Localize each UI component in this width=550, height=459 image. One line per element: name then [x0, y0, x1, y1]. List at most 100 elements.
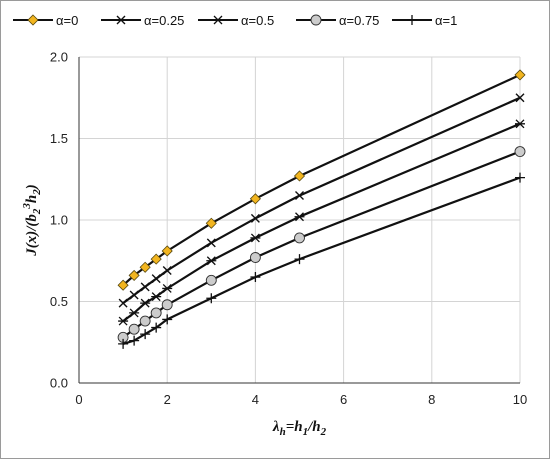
series-line — [122, 73, 521, 287]
axis-title-part: 2 — [31, 189, 43, 196]
series-3 — [117, 146, 526, 343]
data-point — [250, 233, 261, 243]
y-axis-title: J(x)/(b23h2) — [21, 184, 43, 257]
x-tick-label: 8 — [428, 392, 435, 407]
x-tick-label: 6 — [340, 392, 347, 407]
x-axis-title: λh=h1/h2 — [272, 419, 327, 438]
data-point — [206, 293, 217, 304]
data-point — [206, 256, 217, 266]
data-point — [162, 284, 173, 293]
data-point — [294, 254, 305, 265]
data-point — [140, 329, 151, 340]
data-point — [515, 172, 525, 183]
data-point — [118, 338, 129, 349]
data-point — [205, 274, 217, 286]
data-point — [117, 279, 129, 291]
legend-item: α=0.25 — [101, 13, 184, 28]
data-point — [294, 232, 305, 244]
axis-title-part: (x)/(b — [24, 214, 40, 249]
legend-label: α=0.5 — [241, 13, 274, 28]
legend-label: α=0.75 — [339, 13, 379, 28]
data-point — [295, 191, 304, 201]
legend-label: α=0 — [56, 13, 78, 28]
legend-marker — [310, 14, 322, 26]
axis-title-part: = — [286, 419, 295, 435]
y-tick-label: 0.0 — [50, 376, 68, 391]
legend-item: α=1 — [392, 13, 457, 28]
legend-label: α=1 — [435, 13, 457, 28]
data-point — [118, 298, 128, 308]
data-point — [150, 307, 162, 319]
data-point — [162, 314, 173, 325]
series-2 — [118, 119, 525, 326]
legend-item: α=0.5 — [198, 13, 274, 28]
y-tick-label: 1.5 — [50, 131, 68, 146]
data-point — [129, 290, 139, 300]
data-point — [514, 69, 526, 81]
legend-item: α=0.75 — [296, 13, 379, 28]
data-point — [151, 274, 161, 284]
legend-marker — [116, 15, 126, 25]
axis-title-part: ) — [24, 184, 40, 191]
legend-item: α=0 — [13, 13, 78, 28]
series-line — [122, 122, 521, 322]
axis-title-part: 1 — [303, 426, 309, 438]
data-point — [162, 266, 172, 276]
data-point — [249, 193, 261, 205]
data-point — [139, 315, 151, 327]
data-point — [129, 335, 140, 346]
series-line — [122, 150, 521, 339]
x-tick-label: 10 — [513, 392, 527, 407]
x-tick-label: 0 — [75, 392, 82, 407]
data-point — [515, 119, 525, 129]
series-0 — [117, 69, 526, 291]
data-point — [206, 238, 216, 248]
axis-titles: λh=h1/h2J(x)/(b23h2) — [21, 184, 327, 438]
y-tick-label: 2.0 — [50, 50, 68, 65]
data-point — [128, 269, 140, 281]
data-point — [151, 322, 162, 333]
legend-marker — [213, 15, 223, 25]
axis-title-part: λ — [272, 419, 280, 435]
data-point — [151, 292, 162, 302]
x-tick-label: 4 — [252, 392, 259, 407]
data-point — [293, 170, 306, 182]
data-point — [250, 213, 260, 223]
axis-title-part: 3 — [21, 203, 33, 210]
legend-marker — [27, 14, 39, 26]
data-point — [118, 316, 129, 326]
y-tick-label: 0.5 — [50, 294, 68, 309]
x-tick-label: 2 — [164, 392, 171, 407]
axis-title-part: 2 — [31, 208, 43, 215]
axis-title-part: / — [307, 419, 314, 435]
legend-label: α=0.25 — [144, 13, 184, 28]
data-point — [514, 146, 526, 157]
axis-title-part: h — [24, 195, 40, 203]
axis-title-part: 2 — [320, 426, 327, 438]
axis-title-part: h — [312, 419, 320, 435]
axes: 0 2 4 6 8 10 0.0 0.5 1.0 1.5 2.0 — [50, 50, 527, 408]
data-point — [139, 261, 151, 273]
data-point — [515, 93, 525, 103]
data-point — [205, 217, 217, 229]
legend-marker — [407, 15, 417, 25]
axis-title-part: h — [294, 419, 302, 435]
series-4 — [118, 172, 525, 349]
data-point — [140, 282, 150, 292]
data-point — [129, 308, 140, 318]
axis-title-part: h — [280, 426, 286, 438]
data-point — [250, 272, 261, 283]
data-point — [140, 298, 151, 308]
series-1 — [118, 93, 525, 308]
data-point — [161, 299, 173, 311]
y-tick-label: 1.0 — [50, 213, 68, 228]
data-point — [294, 212, 305, 222]
legend: α=0 α=0.25 α=0.5 α=0.75 α=1 — [13, 13, 457, 28]
series-layer — [117, 69, 526, 349]
data-point — [128, 323, 140, 335]
data-point — [150, 253, 162, 265]
axis-title-part: J — [24, 248, 40, 257]
data-point — [249, 252, 261, 263]
data-point — [161, 245, 173, 257]
